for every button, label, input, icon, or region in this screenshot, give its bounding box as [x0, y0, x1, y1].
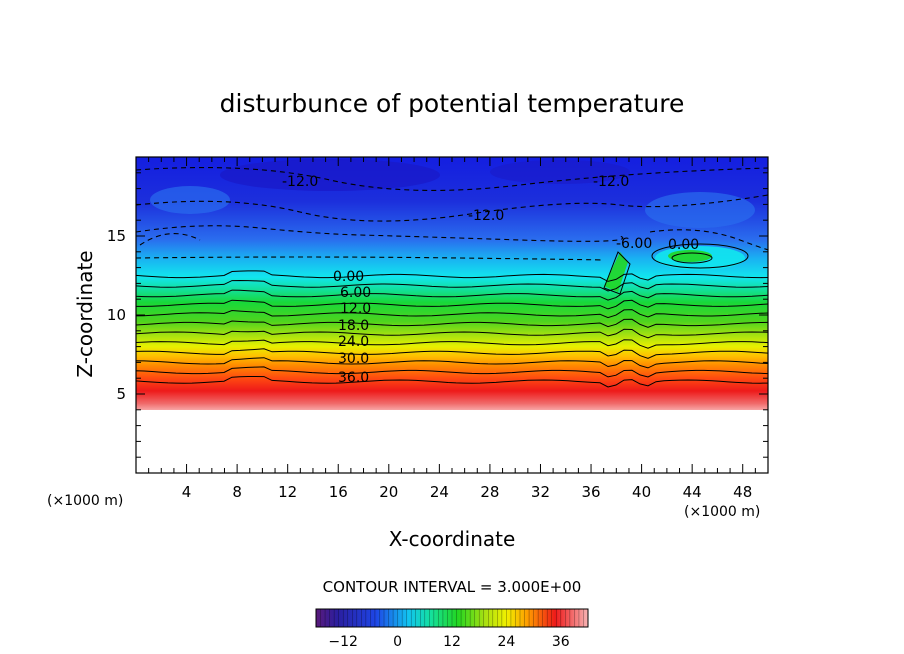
colorbar-labels: −12 0 12 24 36	[328, 634, 569, 650]
contour-line	[136, 318, 768, 328]
x-tick-label: 28	[480, 483, 499, 501]
y-tick-label: 15	[107, 227, 126, 245]
x-tick-label: 44	[683, 483, 702, 501]
contour-line	[136, 299, 768, 310]
contour-line	[603, 251, 631, 295]
contour-label: -6.00	[616, 236, 652, 252]
colorbar-label: 0	[393, 634, 402, 650]
colorbar-label: −12	[328, 634, 358, 650]
x-tick-label: 24	[430, 483, 449, 501]
contour-line	[651, 243, 749, 269]
plot-area	[136, 157, 768, 473]
contour-line	[671, 252, 713, 264]
x-unit-left: (×1000 m)	[47, 493, 123, 509]
x-tick-label: 16	[329, 483, 348, 501]
colorbar-divisions	[315, 609, 589, 627]
contour-label: 18.0	[338, 318, 369, 334]
contour-label: -12.0	[282, 174, 318, 190]
x-tick-label: 48	[733, 483, 752, 501]
contour-label: -12.0	[593, 174, 629, 190]
chart-title: disturbunce of potential temperature	[220, 89, 685, 118]
contour-line	[136, 309, 768, 319]
y-tick-label: 5	[116, 385, 126, 403]
contour-line-negative	[136, 256, 603, 261]
contour-line-negative	[136, 194, 768, 222]
warm-anomaly	[668, 250, 712, 262]
y-tick-label: 10	[107, 306, 126, 324]
colorbar-label: 24	[497, 634, 515, 650]
x-tick-label: 20	[379, 483, 398, 501]
contour-line	[136, 357, 768, 369]
x-tick-label: 36	[581, 483, 600, 501]
contour-line	[136, 270, 768, 282]
contour-line	[136, 328, 768, 339]
y-unit-right: (×1000 m)	[684, 504, 760, 520]
contour-lines	[136, 167, 768, 388]
contour-line-negative	[139, 233, 201, 246]
contour-label: -12.0	[468, 208, 504, 224]
contour-label: 6.00	[340, 285, 371, 301]
x-tick-label: 40	[632, 483, 651, 501]
x-axis-label: X-coordinate	[389, 527, 516, 551]
contour-interval: CONTOUR INTERVAL = 3.000E+00	[323, 578, 582, 596]
x-tick-label: 4	[182, 483, 192, 501]
contour-line	[136, 289, 768, 301]
cold-patch	[150, 186, 230, 214]
contour-line-negative	[136, 167, 768, 191]
x-tick-label: 32	[531, 483, 550, 501]
contour-label: 36.0	[338, 370, 369, 386]
y-axis-label: Z-coordinate	[73, 250, 97, 377]
x-tick-label: 8	[232, 483, 242, 501]
contour-label: 0.00	[333, 269, 364, 285]
warm-anomaly	[604, 252, 628, 292]
contour-label: 12.0	[340, 301, 371, 317]
contour-label: 30.0	[338, 351, 369, 367]
contour-line	[136, 366, 768, 378]
contour-labels: -12.0 -12.0 -12.0 -6.00 0.00 0.00 6.00 1…	[282, 174, 699, 386]
colorbar-label: 12	[443, 634, 461, 650]
x-tick-label: 12	[278, 483, 297, 501]
contour-label: 24.0	[338, 334, 369, 350]
contour-line	[136, 339, 768, 349]
contour-line	[136, 376, 768, 388]
contour-line	[136, 279, 768, 292]
contour-line-negative	[649, 229, 768, 251]
cold-patch	[645, 192, 755, 228]
contour-line	[136, 348, 768, 359]
cold-patch	[220, 159, 440, 191]
colorbar-label: 36	[552, 634, 570, 650]
contour-label: 0.00	[668, 237, 699, 253]
contour-line-negative	[136, 225, 624, 242]
